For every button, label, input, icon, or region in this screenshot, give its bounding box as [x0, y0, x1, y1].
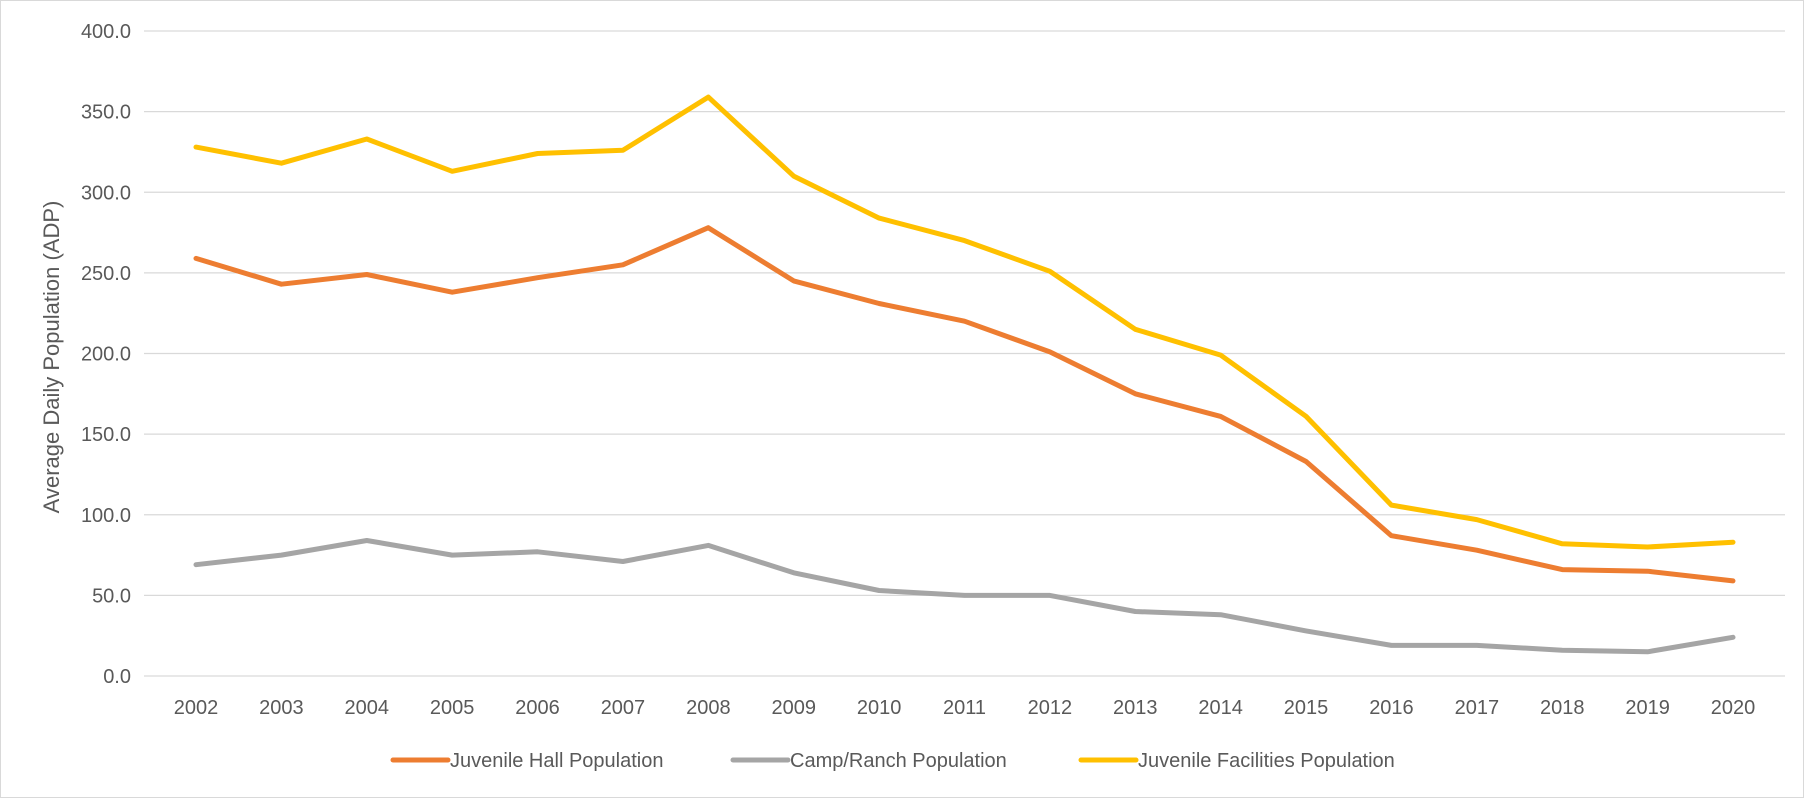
- x-tick-label: 2019: [1625, 697, 1670, 719]
- x-tick-label: 2003: [259, 697, 304, 719]
- series-3: [193, 94, 1736, 550]
- x-tick-label: 2011: [943, 697, 986, 719]
- legend-label: Camp/Ranch Population: [790, 750, 1007, 772]
- x-tick-label: 2008: [686, 697, 731, 719]
- series-1: [193, 225, 1736, 584]
- x-tick-label: 2014: [1198, 697, 1243, 719]
- legend-label: Juvenile Hall Population: [450, 750, 663, 772]
- legend-label: Juvenile Facilities Population: [1138, 750, 1395, 772]
- y-tick-label: 300.0: [81, 182, 131, 204]
- series-lines: [193, 94, 1736, 655]
- legend-item: Juvenile Facilities Population: [1078, 750, 1395, 772]
- y-tick-label: 350.0: [81, 102, 131, 124]
- gridlines: [144, 30, 1785, 677]
- x-tick-label: 2017: [1455, 697, 1500, 719]
- y-axis-title: Average Daily Population (ADP): [39, 201, 64, 514]
- x-tick-label: 2016: [1369, 697, 1414, 719]
- y-tick-label: 400.0: [81, 21, 131, 43]
- x-tick-label: 2012: [1028, 697, 1073, 719]
- x-tick-label: 2002: [174, 697, 219, 719]
- x-tick-label: 2007: [601, 697, 646, 719]
- y-tick-label: 50.0: [92, 585, 131, 607]
- legend-item: Juvenile Hall Population: [390, 750, 663, 772]
- x-tick-label: 2010: [857, 697, 902, 719]
- y-tick-label: 150.0: [81, 424, 131, 446]
- x-tick-label: 2009: [771, 697, 816, 719]
- y-tick-label: 250.0: [81, 263, 131, 285]
- x-tick-label: 2020: [1711, 697, 1756, 719]
- y-tick-label: 200.0: [81, 344, 131, 366]
- y-axis-tick-labels: 0.0 50.0 100.0 150.0 200.0 250.0 300.0 350.0 400…: [81, 21, 131, 688]
- x-axis-tick-labels: 2002 2003 2004 2005 2006 2007 2008 2009 2010 2011…: [174, 697, 1756, 719]
- x-tick-label: 2004: [345, 697, 390, 719]
- x-tick-label: 2006: [515, 697, 560, 719]
- x-tick-label: 2018: [1540, 697, 1585, 719]
- x-tick-label: 2013: [1113, 697, 1158, 719]
- y-tick-label: 0.0: [103, 666, 131, 688]
- y-tick-label: 100.0: [81, 505, 131, 527]
- legend: Juvenile Hall Population Camp/Ranch Popul…: [390, 750, 1395, 772]
- x-tick-label: 2015: [1284, 697, 1329, 719]
- x-tick-label: 2005: [430, 697, 475, 719]
- legend-item: Camp/Ranch Population: [730, 750, 1007, 772]
- series-2: [193, 538, 1736, 655]
